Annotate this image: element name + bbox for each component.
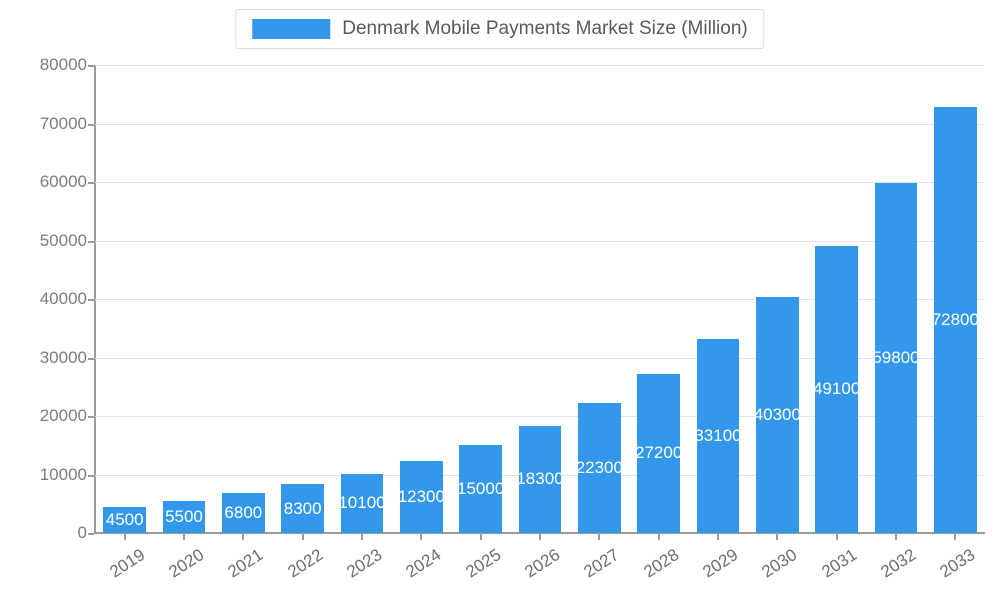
- legend-swatch: [252, 19, 331, 39]
- x-tick-mark: [717, 534, 719, 540]
- y-tick-label: 70000: [39, 113, 87, 133]
- y-tick-mark: [88, 357, 94, 360]
- y-tick-mark: [88, 123, 94, 126]
- bar: 59800: [874, 183, 918, 533]
- gridline: [95, 357, 985, 359]
- x-tick-mark: [598, 534, 601, 540]
- gridline: [95, 416, 985, 417]
- bar: 10100: [340, 473, 384, 533]
- bar-label: 40300: [755, 405, 799, 425]
- bar-label: 8300: [283, 498, 322, 518]
- bar-label: 6800: [224, 503, 263, 523]
- bar-label: 15000: [459, 479, 503, 499]
- x-tick-label: 2031: [817, 545, 861, 582]
- x-tick-mark: [657, 534, 660, 540]
- gridline: [95, 65, 985, 66]
- y-tick-label: 40000: [39, 289, 87, 308]
- chart-title: Denmark Mobile Payments Market Size (Mil…: [342, 18, 748, 39]
- bar-label: 5500: [165, 506, 203, 526]
- y-tick-mark: [88, 474, 94, 477]
- bar: 18300: [518, 425, 562, 533]
- x-tick-mark: [183, 534, 185, 540]
- bar-label: 18300: [518, 469, 562, 489]
- x-tick-label: 2033: [936, 545, 979, 582]
- bar: 33100: [696, 339, 740, 533]
- bar: 6800: [221, 493, 265, 533]
- x-tick-label: 2020: [165, 545, 208, 582]
- x-tick-label: 2029: [699, 545, 742, 582]
- y-tick-mark: [88, 182, 94, 184]
- bar-label: 4500: [105, 509, 144, 529]
- y-tick-mark: [88, 299, 94, 301]
- x-tick-label: 2024: [402, 545, 445, 582]
- y-tick-label: 20000: [39, 406, 87, 425]
- x-tick-mark: [361, 534, 363, 540]
- y-tick-label: 50000: [39, 230, 87, 250]
- y-tick-mark: [88, 240, 94, 243]
- bar: 49100: [815, 245, 859, 533]
- x-tick-label: 2026: [521, 545, 564, 582]
- x-tick-mark: [539, 534, 541, 540]
- x-tick-label: 2023: [343, 545, 386, 582]
- bar-label: 22300: [577, 457, 621, 477]
- y-tick-label: 30000: [39, 347, 87, 367]
- x-tick-mark: [420, 534, 423, 540]
- bar: 22300: [577, 402, 621, 533]
- bar-label: 49100: [815, 379, 859, 399]
- y-tick-mark: [88, 533, 94, 535]
- y-tick-mark: [88, 416, 94, 418]
- x-tick-mark: [479, 534, 482, 540]
- gridline: [95, 240, 985, 242]
- bar: 40300: [755, 297, 799, 533]
- y-tick-label: 0: [77, 523, 87, 542]
- bar-label: 33100: [696, 426, 740, 446]
- bar-label: 10100: [340, 493, 384, 513]
- bar-label: 27200: [637, 443, 681, 463]
- x-tick-label: 2021: [224, 545, 267, 582]
- gridline: [95, 123, 985, 125]
- x-tick-label: 2027: [580, 545, 623, 582]
- y-tick-mark: [88, 65, 94, 67]
- bar: 27200: [637, 373, 681, 533]
- x-axis: [94, 532, 985, 534]
- gridline: [95, 299, 985, 300]
- x-tick-mark: [835, 534, 838, 540]
- bar: 72800: [933, 107, 977, 533]
- bar: 12300: [399, 461, 443, 533]
- x-tick-mark: [123, 534, 126, 540]
- gridline: [95, 182, 985, 183]
- x-tick-label: 2028: [639, 545, 683, 582]
- bar: 4500: [103, 506, 147, 533]
- x-tick-label: 2019: [105, 545, 149, 582]
- x-tick-label: 2030: [758, 545, 801, 582]
- y-tick-label: 80000: [39, 55, 87, 74]
- bar-label: 12300: [399, 487, 443, 507]
- x-tick-mark: [954, 534, 957, 540]
- bar: 8300: [281, 484, 325, 533]
- bar: 5500: [162, 500, 206, 533]
- plot-area: 4500 5500 6800 8300 10100 12300 15000 18300 2230…: [95, 65, 985, 533]
- y-tick-label: 60000: [39, 172, 87, 191]
- x-tick-label: 2032: [877, 545, 920, 582]
- bar-label: 72800: [933, 310, 977, 330]
- x-tick-label: 2022: [283, 545, 327, 582]
- x-tick-label: 2025: [461, 545, 505, 582]
- bar-label: 59800: [874, 348, 918, 368]
- x-tick-mark: [301, 534, 304, 540]
- bar: 15000: [459, 445, 503, 533]
- x-tick-mark: [776, 534, 779, 540]
- chart-legend: Denmark Mobile Payments Market Size (Mil…: [235, 9, 765, 49]
- x-tick-mark: [895, 534, 897, 540]
- x-tick-mark: [242, 534, 245, 540]
- y-tick-label: 10000: [39, 464, 87, 484]
